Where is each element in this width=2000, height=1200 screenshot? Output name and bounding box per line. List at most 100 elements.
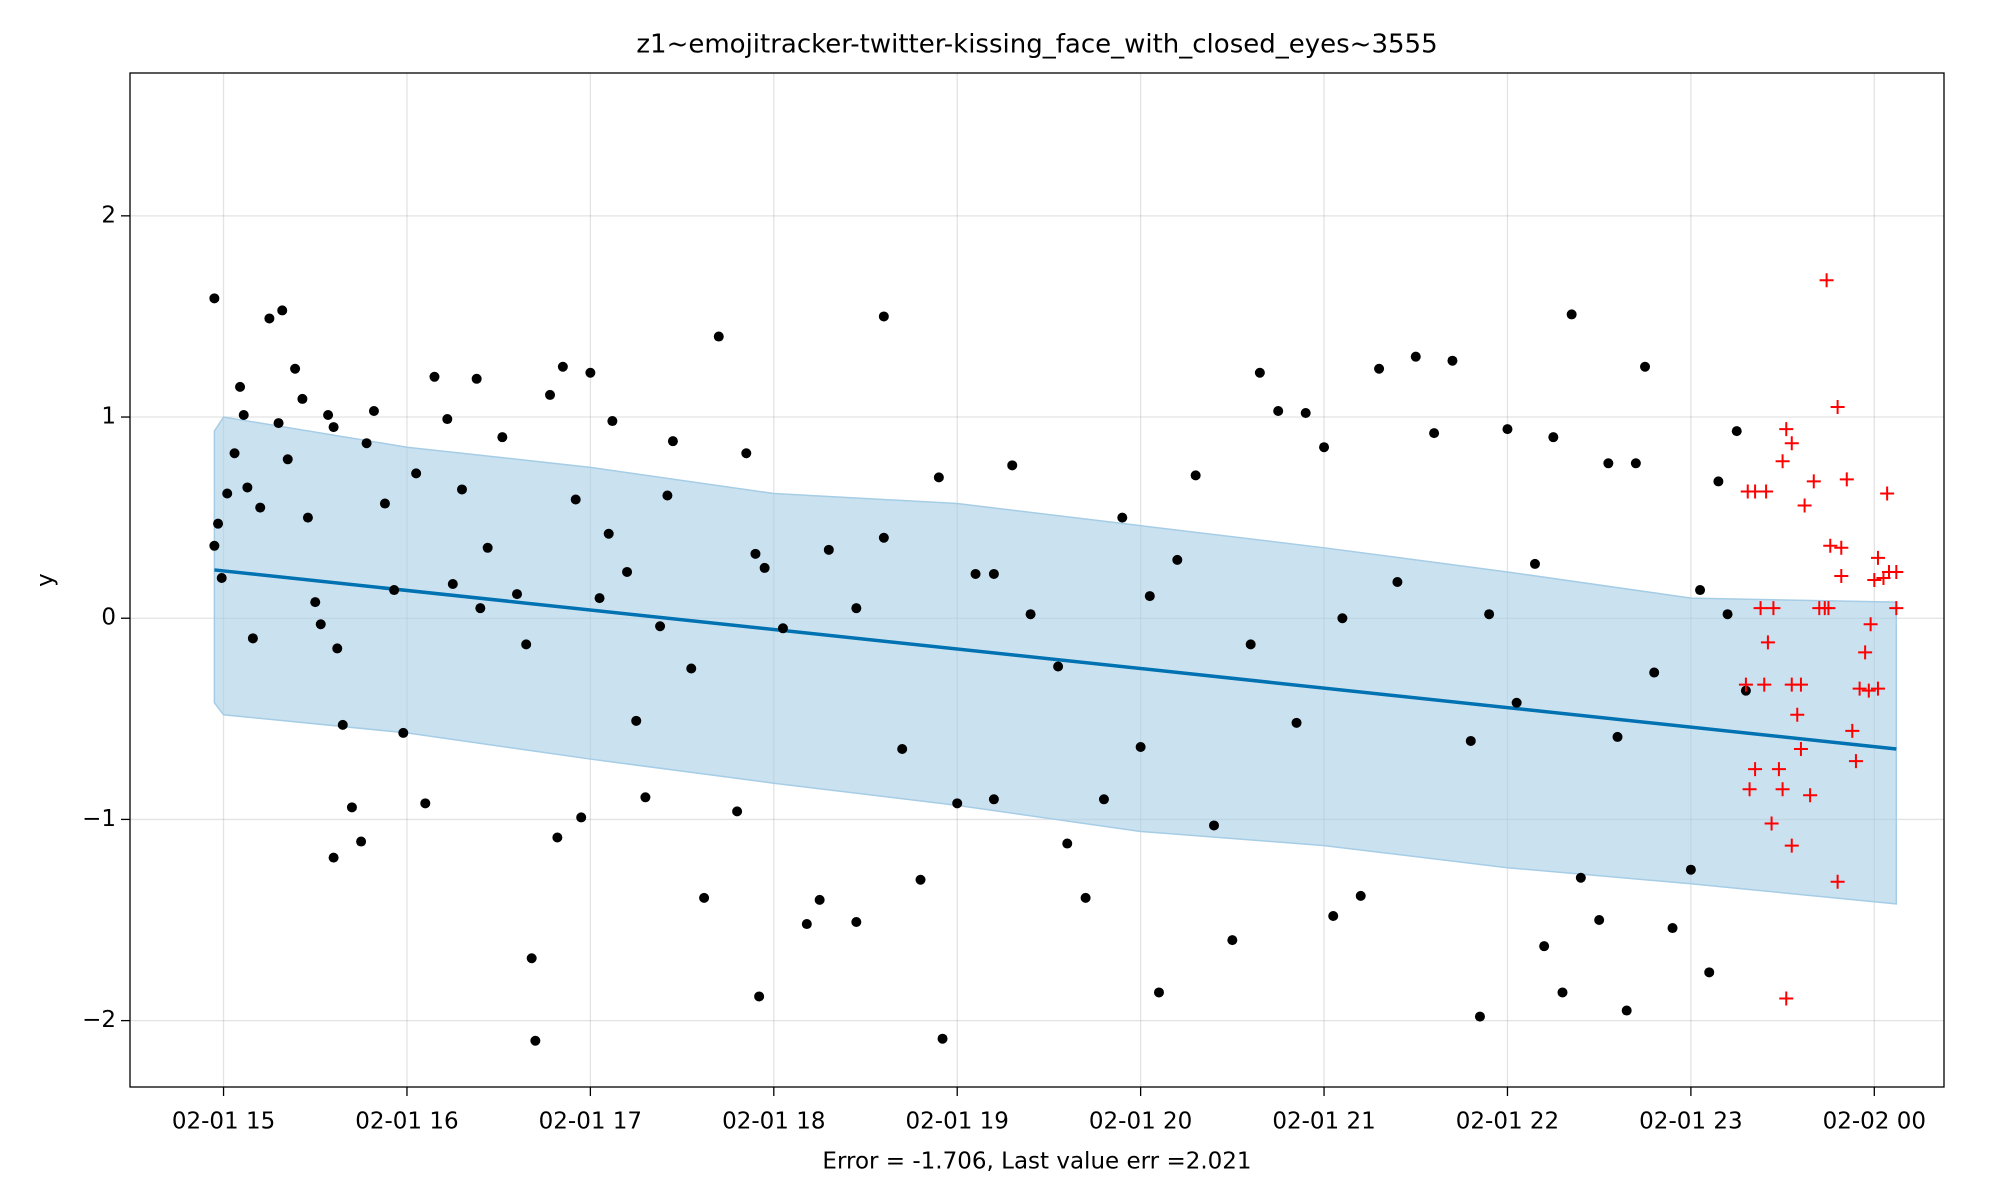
data-point bbox=[213, 518, 224, 529]
forecast-point bbox=[1889, 564, 1904, 579]
data-point bbox=[1484, 609, 1495, 620]
forecast-point bbox=[1845, 723, 1860, 738]
forecast-point bbox=[1784, 436, 1799, 451]
data-point bbox=[667, 436, 678, 447]
data-point bbox=[323, 410, 334, 421]
data-point bbox=[686, 663, 697, 674]
data-point bbox=[420, 798, 431, 809]
data-point bbox=[1722, 609, 1733, 620]
data-point bbox=[229, 448, 240, 459]
data-point bbox=[777, 623, 788, 634]
data-point bbox=[456, 484, 467, 495]
data-point bbox=[933, 472, 944, 483]
x-tick-label: 02-01 21 bbox=[1272, 1109, 1375, 1135]
forecast-point bbox=[1806, 474, 1821, 489]
x-tick-label: 02-01 20 bbox=[1089, 1109, 1192, 1135]
data-point bbox=[1713, 476, 1724, 487]
data-point bbox=[1319, 442, 1330, 453]
data-point bbox=[1392, 577, 1403, 588]
forecast-point bbox=[1889, 601, 1904, 616]
data-point bbox=[1557, 987, 1568, 998]
forecast-point bbox=[1861, 683, 1876, 698]
data-point bbox=[1502, 424, 1513, 435]
data-point bbox=[356, 836, 367, 847]
data-point bbox=[1429, 428, 1440, 439]
forecast-point bbox=[1779, 422, 1794, 437]
data-point bbox=[570, 494, 581, 505]
data-point bbox=[878, 311, 889, 322]
data-point bbox=[442, 414, 453, 425]
data-point bbox=[851, 603, 862, 614]
data-point bbox=[273, 418, 284, 429]
data-point bbox=[741, 448, 752, 459]
x-tick-label: 02-01 22 bbox=[1456, 1109, 1559, 1135]
data-point bbox=[368, 406, 379, 416]
data-point bbox=[1337, 613, 1348, 624]
data-point bbox=[222, 488, 233, 499]
forecast-point bbox=[1867, 573, 1882, 587]
y-tick-label: −2 bbox=[82, 1007, 116, 1033]
forecast-point bbox=[1858, 645, 1873, 660]
forecast-point bbox=[1863, 617, 1878, 632]
data-point bbox=[1731, 426, 1742, 437]
data-point bbox=[1144, 591, 1155, 602]
data-point bbox=[1208, 820, 1219, 831]
forecast-point bbox=[1742, 782, 1757, 797]
forecast-point bbox=[1764, 816, 1779, 831]
x-tick-label: 02-01 15 bbox=[172, 1109, 275, 1135]
data-point bbox=[290, 363, 301, 374]
data-point bbox=[471, 373, 482, 384]
data-point bbox=[216, 572, 227, 583]
data-point bbox=[1704, 967, 1715, 978]
y-tick-label: 1 bbox=[101, 404, 116, 430]
data-point bbox=[814, 894, 825, 905]
data-point bbox=[512, 589, 523, 600]
forecast-point bbox=[1797, 498, 1812, 513]
data-point bbox=[1025, 609, 1036, 620]
data-point bbox=[1474, 1011, 1485, 1022]
trend-line bbox=[214, 568, 1897, 751]
data-point bbox=[1172, 554, 1183, 565]
x-tick-label: 02-01 23 bbox=[1639, 1109, 1742, 1135]
forecast-point bbox=[1753, 601, 1768, 616]
data-point bbox=[255, 502, 266, 513]
forecast-point bbox=[1830, 874, 1845, 889]
data-point bbox=[970, 568, 981, 579]
data-point bbox=[361, 438, 372, 449]
forecast-point bbox=[1880, 486, 1895, 501]
data-point bbox=[750, 548, 761, 559]
data-point bbox=[1575, 872, 1586, 883]
forecast-point bbox=[1803, 788, 1818, 803]
data-point bbox=[429, 371, 440, 382]
chart-title: z1~emojitracker-twitter-kissing_face_wit… bbox=[636, 30, 1437, 60]
data-point bbox=[1447, 355, 1458, 366]
x-tick-label: 02-01 17 bbox=[539, 1109, 642, 1135]
data-point bbox=[1685, 864, 1696, 875]
data-point bbox=[607, 416, 618, 427]
data-point bbox=[988, 568, 999, 579]
forecast-point bbox=[1839, 472, 1854, 487]
forecast-point bbox=[1784, 838, 1799, 853]
y-tick-label: 0 bbox=[101, 605, 116, 631]
forecast-point bbox=[1834, 540, 1849, 555]
data-point bbox=[952, 798, 963, 809]
data-point bbox=[823, 544, 834, 555]
data-point bbox=[576, 812, 587, 823]
data-point bbox=[1566, 309, 1577, 320]
data-point bbox=[482, 542, 493, 553]
data-point bbox=[1640, 361, 1651, 372]
data-point bbox=[297, 393, 308, 404]
data-point bbox=[1511, 697, 1522, 708]
data-point bbox=[759, 562, 770, 573]
x-tick-label: 02-01 18 bbox=[722, 1109, 825, 1135]
data-point bbox=[1695, 585, 1706, 596]
data-point bbox=[1529, 558, 1540, 569]
forecast-point bbox=[1834, 568, 1849, 583]
y-tick-label: −1 bbox=[82, 806, 116, 832]
data-point bbox=[328, 852, 339, 863]
data-point bbox=[662, 490, 673, 501]
data-point bbox=[447, 579, 458, 590]
data-point bbox=[315, 619, 326, 630]
data-point bbox=[411, 468, 422, 479]
data-point bbox=[1539, 941, 1550, 952]
